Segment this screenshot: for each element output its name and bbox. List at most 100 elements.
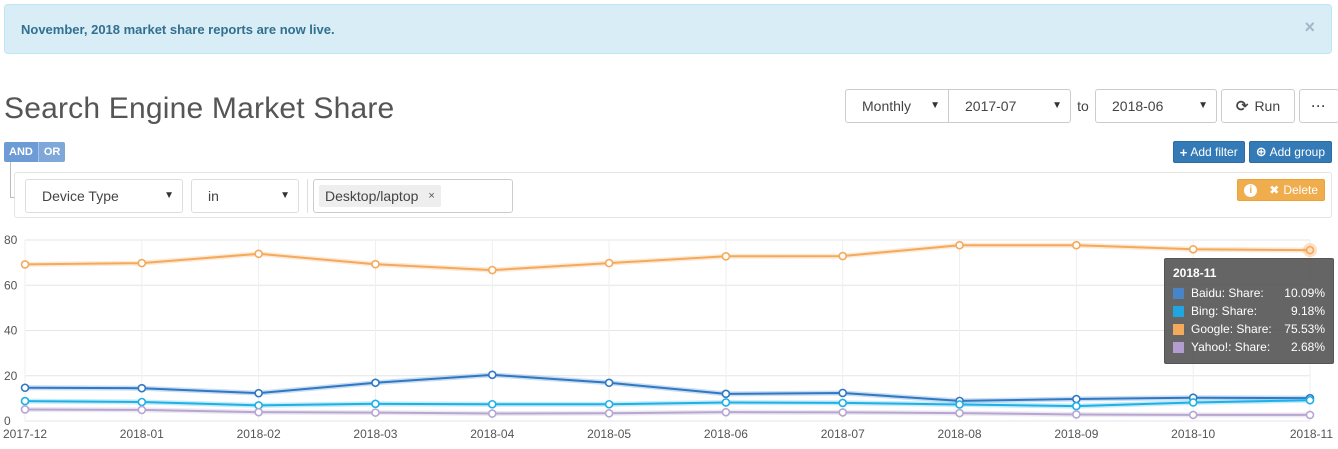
- data-point: [1072, 394, 1081, 404]
- filter-actions: + Add filter ⊕ Add group: [1172, 141, 1332, 163]
- series-line: [24, 244, 1311, 272]
- and-button[interactable]: AND: [4, 142, 39, 162]
- refresh-icon: ⟳: [1235, 98, 1249, 115]
- data-point: [1188, 410, 1198, 420]
- filter-rule: Device Type ▼ in ▼ Desktop/laptop × i ✖ …: [14, 172, 1332, 218]
- page-title: Search Engine Market Share: [4, 92, 395, 125]
- add-group-button[interactable]: ⊕ Add group: [1248, 141, 1332, 163]
- add-filter-label: Add filter: [1190, 145, 1238, 159]
- caret-down-icon: ▼: [1198, 100, 1208, 111]
- data-point: [20, 383, 30, 393]
- to-date-select[interactable]: 2018-06 ▼: [1095, 89, 1217, 123]
- interval-select[interactable]: Monthly ▼: [845, 89, 949, 123]
- x-tick-label: 2018-09: [1054, 427, 1098, 441]
- data-point: [1305, 395, 1315, 405]
- series-line: [24, 408, 1311, 416]
- interval-value: Monthly: [862, 98, 912, 114]
- add-group-label: Add group: [1269, 145, 1325, 159]
- data-point: [137, 405, 147, 415]
- data-point: [955, 408, 964, 418]
- data-point: [604, 378, 614, 388]
- tooltip-swatch: [1173, 305, 1184, 317]
- tooltip-series-value: 10.09%: [1284, 286, 1325, 300]
- chart-tooltip: 2018-11 Baidu: Share: 10.09% Bing: Share: 9…: [1164, 258, 1334, 364]
- data-point: [955, 240, 964, 250]
- market-share-line-chart: 0 20 40 60 80 2017-12 2018-01 2018-02 2018-03 201…: [3, 233, 1333, 441]
- data-point: [20, 405, 30, 414]
- data-point: [721, 407, 731, 417]
- tooltip-row: Google: Share: 75.53%: [1173, 320, 1325, 338]
- x-tick-label: 2018-02: [237, 427, 281, 441]
- data-point: [1188, 398, 1198, 407]
- data-point: [487, 409, 497, 418]
- tooltip-swatch: [1173, 323, 1184, 335]
- filter-field-select[interactable]: Device Type ▼: [25, 179, 183, 213]
- filter-operator-select[interactable]: in ▼: [191, 179, 299, 213]
- y-tick-label: 20: [4, 369, 18, 383]
- date-range-controls: Monthly ▼ 2017-07 ▼ to 2018-06 ▼ ⟳ Run ·…: [845, 89, 1338, 123]
- x-tick-label: 2018-11: [1290, 427, 1333, 441]
- x-tick-label: 2018-06: [704, 427, 748, 441]
- caret-down-icon: ▼: [1052, 100, 1062, 111]
- filter-field-value: Device Type: [42, 188, 119, 204]
- data-point: [1305, 245, 1315, 255]
- alert-close-button[interactable]: ×: [1304, 17, 1315, 37]
- tooltip-row: Yahoo!: Share: 2.68%: [1173, 338, 1325, 356]
- x-tick-label: 2018-05: [587, 427, 631, 441]
- y-tick-label: 80: [4, 233, 18, 247]
- condition-toggle: AND OR: [4, 142, 66, 162]
- y-tick-label: 40: [4, 324, 18, 338]
- x-tick-label: 2018-07: [821, 427, 865, 441]
- caret-down-icon: ▼: [280, 190, 290, 201]
- from-date-select[interactable]: 2017-07 ▼: [949, 89, 1071, 123]
- data-point: [604, 258, 614, 268]
- data-point: [955, 400, 964, 409]
- filter-value-input[interactable]: Desktop/laptop ×: [313, 179, 513, 213]
- add-filter-button[interactable]: + Add filter: [1172, 141, 1245, 163]
- more-options-button[interactable]: ···: [1299, 89, 1338, 123]
- delete-rule-button[interactable]: i ✖ Delete: [1237, 179, 1325, 201]
- to-date-value: 2018-06: [1112, 98, 1164, 114]
- data-point: [1072, 410, 1081, 419]
- data-point: [20, 396, 30, 406]
- remove-tag-icon[interactable]: ×: [428, 190, 435, 202]
- data-point: [137, 258, 147, 268]
- series-line: [24, 373, 1311, 402]
- data-point: [1072, 401, 1081, 411]
- data-point: [371, 378, 380, 388]
- tooltip-swatch: [1173, 287, 1184, 299]
- y-tick-label: 0: [4, 414, 11, 428]
- data-point: [1188, 244, 1198, 254]
- notification-alert: November, 2018 market share reports are …: [4, 4, 1332, 54]
- data-point: [137, 397, 147, 407]
- x-tick-label: 2018-10: [1171, 427, 1215, 441]
- data-point: [254, 249, 263, 259]
- data-point: [721, 389, 731, 399]
- or-button[interactable]: OR: [38, 142, 66, 162]
- info-icon: i: [1244, 183, 1258, 197]
- run-button[interactable]: ⟳ Run: [1221, 89, 1295, 123]
- filter-operator-value: in: [208, 188, 219, 204]
- to-label: to: [1077, 98, 1089, 114]
- x-tick-label: 2018-04: [470, 427, 514, 441]
- data-point: [254, 407, 263, 417]
- tooltip-row: Bing: Share: 9.18%: [1173, 302, 1325, 320]
- series-line: [24, 399, 1311, 408]
- tooltip-series-name: Google: Share:: [1191, 322, 1272, 336]
- x-tick-label: 2018-01: [120, 427, 164, 441]
- data-point: [371, 259, 380, 269]
- tooltip-series-name: Baidu: Share:: [1191, 286, 1264, 300]
- close-icon: ✖: [1269, 183, 1280, 197]
- data-point: [604, 399, 614, 409]
- data-point: [20, 260, 30, 269]
- y-tick-label: 60: [4, 278, 18, 292]
- tooltip-series-value: 9.18%: [1290, 304, 1325, 318]
- data-point: [371, 399, 380, 409]
- data-point: [721, 398, 731, 407]
- data-point: [838, 251, 848, 261]
- data-point: [838, 408, 848, 417]
- data-point: [487, 399, 497, 409]
- data-point: [604, 409, 614, 418]
- data-point: [1072, 240, 1081, 250]
- tooltip-series-value: 75.53%: [1284, 322, 1325, 336]
